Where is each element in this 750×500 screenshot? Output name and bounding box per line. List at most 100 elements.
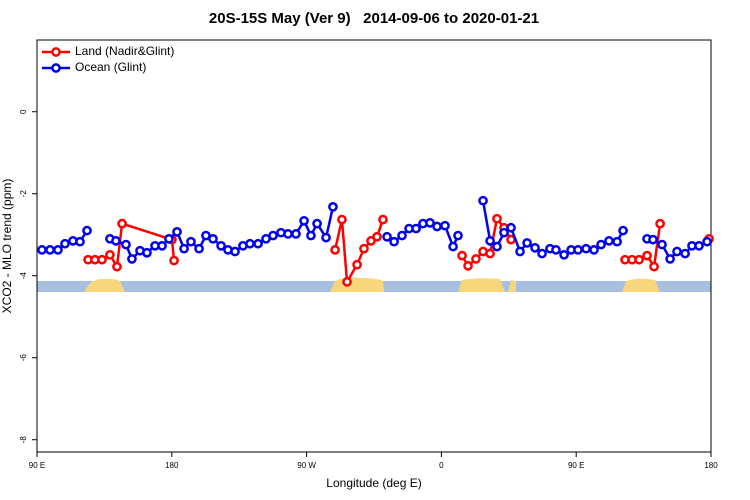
plot-frame — [36, 39, 712, 453]
land-band — [508, 280, 516, 292]
point — [142, 247, 152, 258]
point — [230, 246, 240, 257]
y-tick-label: -8 — [19, 436, 28, 444]
point — [642, 250, 652, 261]
x-tick-label: 90 W — [297, 461, 316, 470]
point — [216, 240, 226, 251]
point — [425, 217, 435, 228]
point — [463, 261, 473, 271]
land-band — [622, 278, 660, 292]
point — [485, 248, 495, 259]
point — [648, 234, 658, 245]
legend-marker — [51, 63, 61, 73]
y-tick-label: -4 — [19, 272, 28, 280]
point — [618, 225, 628, 236]
point — [194, 243, 204, 254]
point — [612, 236, 622, 247]
point — [589, 245, 599, 255]
x-tick-label: 180 — [704, 461, 718, 470]
x-tick-label: 90 E — [568, 461, 584, 470]
y-tick-label: -2 — [19, 190, 28, 198]
point — [515, 246, 525, 257]
point — [655, 218, 665, 229]
point — [397, 230, 407, 241]
point — [551, 245, 561, 255]
y-tick-label: 0 — [19, 109, 28, 114]
point — [522, 238, 532, 248]
point — [117, 218, 127, 229]
point — [337, 214, 347, 225]
point — [82, 225, 92, 236]
land-band — [458, 278, 505, 292]
point — [389, 236, 399, 247]
point — [499, 227, 509, 238]
point — [179, 243, 189, 254]
point — [291, 229, 301, 239]
point — [328, 201, 338, 212]
point — [268, 230, 278, 241]
point — [573, 245, 583, 255]
point — [559, 249, 569, 260]
point — [378, 214, 388, 225]
x-tick-label: 0 — [439, 461, 444, 470]
point — [186, 236, 196, 247]
point — [530, 242, 540, 253]
point — [53, 245, 63, 255]
chart-title: 20S-15S May (Ver 9) 2014-09-06 to 2020-0… — [209, 10, 539, 27]
legend-label: Ocean (Glint) — [75, 60, 146, 74]
point — [634, 254, 644, 265]
legend-marker — [51, 47, 61, 57]
point — [492, 241, 502, 252]
point — [485, 236, 495, 246]
point — [312, 218, 322, 229]
point — [478, 195, 488, 206]
land-band — [85, 278, 125, 292]
point — [604, 236, 614, 246]
point — [694, 240, 704, 251]
point — [283, 229, 293, 239]
point — [45, 245, 55, 255]
point — [208, 233, 218, 244]
point — [411, 223, 421, 234]
point — [596, 239, 606, 250]
point — [127, 254, 137, 264]
point — [60, 238, 70, 249]
y-axis-label: XCO2 - MLO trend (ppm) — [0, 179, 14, 314]
point — [665, 254, 675, 264]
point — [342, 277, 352, 287]
y-tick-label: -6 — [19, 354, 28, 362]
point — [440, 220, 450, 231]
point — [537, 248, 547, 259]
point — [581, 243, 591, 254]
point — [37, 245, 47, 255]
land-band — [330, 277, 384, 292]
x-tick-label: 180 — [165, 461, 179, 470]
point — [245, 238, 255, 249]
surface-strip — [37, 277, 711, 292]
point — [112, 261, 122, 272]
point — [448, 241, 458, 252]
point — [492, 213, 502, 224]
point — [330, 245, 340, 255]
point — [105, 249, 115, 260]
point — [672, 246, 682, 257]
point — [253, 238, 263, 249]
point — [382, 231, 392, 242]
point — [111, 236, 121, 246]
point — [702, 236, 712, 247]
x-tick-label: 90 E — [29, 461, 45, 470]
point — [506, 222, 516, 233]
point — [172, 227, 182, 237]
point — [457, 250, 467, 261]
point — [299, 215, 309, 226]
point — [680, 248, 690, 259]
legend-label: Land (Nadir&Glint) — [75, 44, 174, 58]
point — [359, 243, 369, 254]
point — [453, 230, 463, 241]
point — [321, 232, 331, 243]
point — [164, 233, 174, 244]
point — [306, 230, 316, 241]
point — [121, 239, 131, 250]
